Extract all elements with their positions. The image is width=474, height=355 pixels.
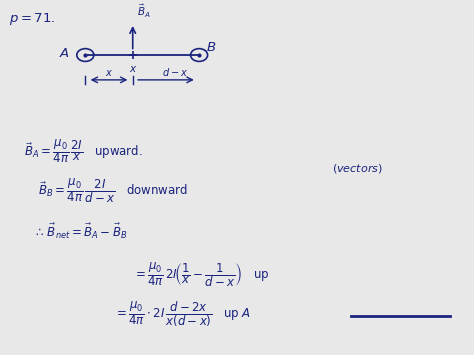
- Text: x: x: [130, 64, 136, 74]
- Text: $\vec{B}_A = \dfrac{\mu_0}{4\pi}\, \dfrac{2I}{x}$   upward.: $\vec{B}_A = \dfrac{\mu_0}{4\pi}\, \dfra…: [24, 138, 142, 165]
- Text: $d-x$: $d-x$: [163, 66, 188, 78]
- Text: $(vectors)$: $(vectors)$: [332, 162, 383, 175]
- Text: $\vec{B}_A$: $\vec{B}_A$: [137, 2, 151, 20]
- Text: A: A: [59, 47, 68, 60]
- Text: $\therefore\, \vec{B}_{net} = \vec{B}_A - \vec{B}_B$: $\therefore\, \vec{B}_{net} = \vec{B}_A …: [33, 222, 128, 241]
- Text: $x$: $x$: [105, 68, 113, 78]
- Text: $p = 71.$: $p = 71.$: [9, 11, 56, 27]
- Text: $= \dfrac{\mu_0}{4\pi}\, 2I\!\left(\dfrac{1}{x} - \dfrac{1}{d-x}\right)$   up: $= \dfrac{\mu_0}{4\pi}\, 2I\!\left(\dfra…: [133, 261, 269, 289]
- Text: B: B: [206, 42, 215, 54]
- Text: $\vec{B}_B = \dfrac{\mu_0}{4\pi}\, \dfrac{2I}{d-x}$   downward: $\vec{B}_B = \dfrac{\mu_0}{4\pi}\, \dfra…: [38, 178, 188, 205]
- Text: $= \dfrac{\mu_0}{4\pi}\cdot 2I\,\dfrac{d-2x}{x(d-x)}$   up $A$: $= \dfrac{\mu_0}{4\pi}\cdot 2I\,\dfrac{d…: [114, 300, 251, 329]
